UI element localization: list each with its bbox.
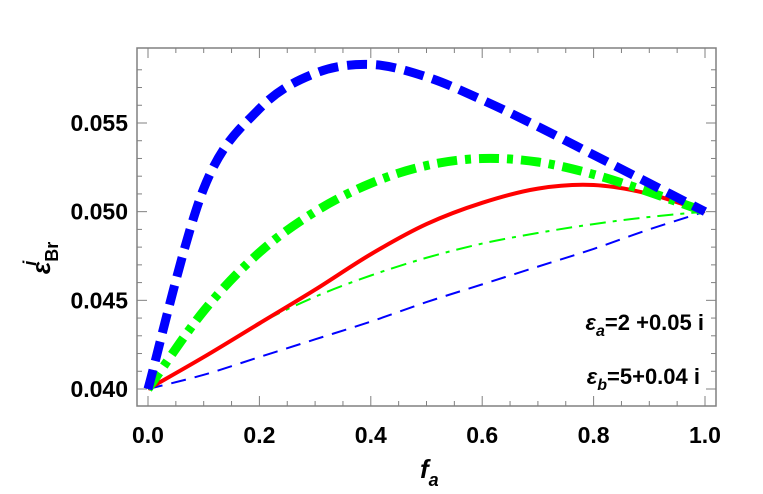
y-tick-label: 0.040 [70, 376, 128, 402]
annotation-epsilon-b: εb=5+0.04 i [587, 364, 700, 394]
x-tick-label: 1.0 [689, 422, 721, 448]
series-thick-green-dashdot [144, 153, 707, 392]
axis-ticks [137, 48, 716, 406]
y-axis-label: εBri [20, 242, 62, 274]
series-red-solid [147, 182, 706, 391]
x-tick-label: 0.8 [578, 422, 610, 448]
series-thin-green-dashdot [147, 210, 706, 390]
plot-frame [136, 47, 717, 407]
y-tick-label: 0.050 [70, 199, 128, 225]
data-series [143, 59, 708, 392]
x-tick-label: 0.0 [132, 422, 164, 448]
x-tick-label: 0.2 [243, 422, 275, 448]
y-tick-label: 0.055 [70, 110, 128, 136]
tick-labels: 0.0 0.2 0.4 0.6 0.8 1.0 0.040 0.045 0.050 0.055 [70, 110, 721, 448]
y-tick-label: 0.045 [70, 287, 128, 313]
x-tick-label: 0.6 [466, 422, 498, 448]
annotation-epsilon-a: εa=2 +0.05 i [585, 310, 704, 340]
series-thin-blue-dashed [147, 210, 706, 390]
series-thick-blue-dashed [143, 59, 708, 391]
x-axis-label: fa [420, 454, 439, 490]
x-tick-label: 0.4 [355, 422, 387, 448]
